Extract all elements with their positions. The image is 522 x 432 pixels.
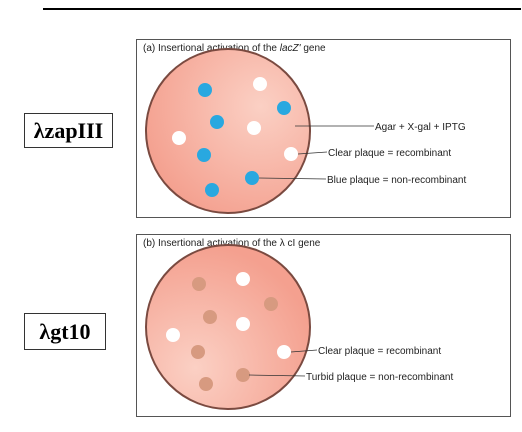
petri-plate [145, 48, 311, 214]
clear-plaque [236, 272, 250, 286]
blue-plaque [277, 101, 291, 115]
callout-blue-label: Blue plaque = non-recombinant [327, 175, 466, 186]
turbid-plaque [203, 310, 217, 324]
turbid-plaque [236, 368, 250, 382]
panel-caption: (b) Insertional activation of the λ cI g… [143, 238, 321, 249]
clear-plaque [284, 147, 298, 161]
phage-label-lambda-zapiii: λzapIII [24, 113, 113, 148]
phage-label-text: λgt10 [39, 318, 91, 344]
callout-clear-label: Clear plaque = recombinant [318, 346, 441, 357]
blue-plaque [210, 115, 224, 129]
phage-label-text: λzapIII [33, 117, 104, 143]
turbid-plaque [192, 277, 206, 291]
clear-plaque [277, 345, 291, 359]
callout-turbid-label: Turbid plaque = non-recombinant [306, 372, 453, 383]
turbid-plaque [264, 297, 278, 311]
panel-ci-insertional-activation: (b) Insertional activation of the λ cI g… [136, 234, 511, 417]
panel-caption: (a) Insertional activation of the lacZ' … [143, 43, 326, 54]
callout-agar-label: Agar + X-gal + IPTG [375, 122, 466, 133]
blue-plaque [205, 183, 219, 197]
blue-plaque [245, 171, 259, 185]
petri-plate-diagram-b: Clear plaque = recombinant Turbid plaque… [145, 244, 453, 410]
caption-prefix: (a) Insertional activation of the [143, 43, 280, 54]
callout-clear-label: Clear plaque = recombinant [328, 148, 451, 159]
caption-suffix: gene [300, 43, 326, 54]
callout-line-turbid [248, 374, 306, 377]
top-rule [43, 8, 521, 10]
callout-line-blue [258, 177, 327, 180]
clear-plaque [172, 131, 186, 145]
turbid-plaque [199, 377, 213, 391]
clear-plaque [166, 328, 180, 342]
turbid-plaque [191, 345, 205, 359]
phage-label-lambda-gt10: λgt10 [24, 313, 106, 350]
clear-plaque [236, 317, 250, 331]
blue-plaque [198, 83, 212, 97]
petri-plate-diagram-a: Agar + X-gal + IPTG Clear plaque = recom… [145, 48, 466, 214]
clear-plaque [253, 77, 267, 91]
callout-line-clear [297, 151, 328, 155]
caption-gene: lacZ' [279, 43, 301, 54]
panel-lacz-insertional-activation: (a) Insertional activation of the lacZ' … [136, 39, 511, 218]
petri-plate [145, 244, 311, 410]
callout-line-clear [290, 349, 318, 353]
blue-plaque [197, 148, 211, 162]
clear-plaque [247, 121, 261, 135]
